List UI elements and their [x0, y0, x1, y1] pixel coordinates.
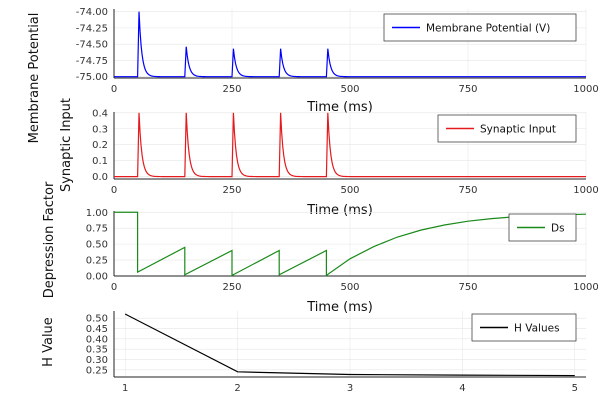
panel-2-xtick-label: 500 [340, 185, 359, 196]
panel-2-ytick-label: 0.1 [92, 156, 108, 167]
panel-4-y-axis-title: H Value [41, 317, 56, 367]
panel-3-xtick-label: 500 [340, 282, 359, 293]
panel-1-series-line [114, 11, 586, 78]
panel-4-xtick-label: 4 [459, 383, 465, 394]
panel-2-ytick-label: 0.2 [92, 140, 108, 151]
panel-4-xtick-label: 3 [347, 383, 353, 394]
panel-4-ytick-label: 0.40 [86, 334, 108, 345]
panel-2-x-axis-title: Time (ms) [306, 203, 373, 218]
panel-2-y-axis-title: Synaptic Input [59, 98, 74, 192]
panel-4: 1 2 3 4 5 0.500.450.400.350.300.25 H Values H V… [41, 311, 586, 394]
panel-2-xtick-label: 750 [458, 185, 477, 196]
panel-3-ytick-label: 0.00 [86, 272, 108, 283]
panel-4-series-line [124, 313, 575, 377]
panel-4-xtick-label: 1 [122, 383, 128, 394]
panel-1-y-axis-title: Membrane Potential [27, 13, 42, 144]
panel-3-y-axis-title: Depression Factor [42, 181, 57, 298]
panel-2-ytick-label: 0.3 [92, 124, 108, 135]
panel-3-ytick-label: 1.00 [86, 208, 108, 219]
panel-3-xtick-label: 0 [111, 282, 117, 293]
panel-1-ytick-label: -75.00 [76, 72, 108, 83]
panel-1-ytick-label: -74.50 [76, 40, 108, 51]
panel-1-xtick-label: 1000 [573, 84, 598, 95]
panel-1-ytick-label: -74.75 [76, 56, 108, 67]
panel-2-series-line [114, 112, 586, 178]
panel-3-ytick-label: 0.25 [86, 256, 108, 267]
panel-3-ytick-label: 0.75 [86, 224, 108, 235]
panel-1-xtick-label: 0 [111, 84, 117, 95]
panel-3-xtick-label: 250 [222, 282, 241, 293]
panel-3-legend-label: Ds [551, 223, 565, 235]
panel-1-legend-label: Membrane Potential (V) [426, 23, 550, 35]
panel-1-ytick-label: -74.25 [76, 23, 108, 34]
panel-4-legend-label: H Values [514, 323, 560, 335]
panel-4-ytick-label: 0.35 [86, 345, 108, 356]
panel-3: 0 250 500 750 1000 1.00 0.75 0.50 0.25 0.00 Ds Time… [42, 181, 599, 315]
panel-2-xtick-label: 250 [222, 185, 241, 196]
panel-3-ytick-label: 0.50 [86, 240, 108, 251]
panel-2: 0 250 500 750 1000 0.4 0.3 0.2 0.1 0.0 Synaptic In… [59, 98, 599, 218]
panel-1-xtick-label: 750 [458, 84, 477, 95]
panel-2-ytick-label: 0.4 [92, 108, 108, 119]
panel-2-ytick-label: 0.0 [92, 172, 108, 183]
panel-2-xtick-label: 1000 [573, 185, 598, 196]
panel-3-xtick-label: 750 [458, 282, 477, 293]
panel-4-ytick-label: 0.45 [86, 324, 108, 335]
panel-4-ytick-label: 0.25 [86, 365, 108, 376]
panel-4-ytick-label: 0.50 [86, 314, 108, 325]
panel-2-legend-label: Synaptic Input [480, 124, 556, 136]
panel-4-xtick-label: 2 [234, 383, 240, 394]
panel-4-xtick-label: 5 [572, 383, 578, 394]
panel-3-series-line [114, 211, 587, 277]
panel-1: 0 250 500 750 1000 -74.00 -74.25 -74.50 -74.75 -7… [27, 7, 599, 143]
panel-3-xtick-label: 1000 [573, 282, 598, 293]
panel-1-ytick-label: -74.00 [76, 7, 108, 18]
panel-1-x-axis-title: Time (ms) [306, 100, 373, 115]
panel-1-xtick-label: 500 [340, 84, 359, 95]
panel-3-x-axis-title: Time (ms) [306, 300, 373, 315]
panel-2-xtick-label: 0 [111, 185, 117, 196]
panel-4-ytick-label: 0.30 [86, 355, 108, 366]
panel-1-xtick-label: 250 [222, 84, 241, 95]
